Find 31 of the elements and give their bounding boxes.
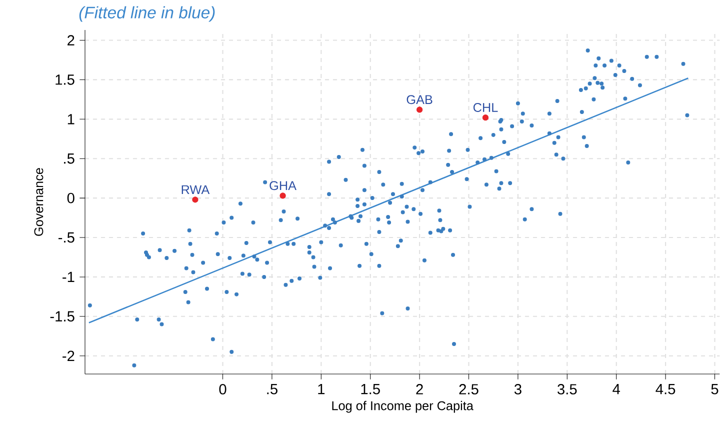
y-tick-label: 1.5: [56, 74, 74, 85]
x-tick-label: 0: [219, 384, 226, 394]
x-tick-label: 2.5: [459, 384, 478, 394]
y-tick-label: 2: [68, 35, 74, 46]
annotation: GHA: [270, 181, 296, 190]
x-tick-label: 4.5: [656, 384, 676, 394]
annotation: RWA: [182, 185, 210, 194]
x-tick-label: 3.5: [558, 384, 577, 394]
chart-title: (Fitted line in blue): [79, 6, 215, 22]
y-tick-label: -.5: [58, 232, 74, 243]
x-tick-label: 1.5: [361, 384, 380, 394]
annotation: CHL: [473, 103, 498, 112]
y-tick-label: .5: [64, 154, 74, 164]
y-tick-label: -2: [62, 350, 74, 361]
x-tick-label: 1: [318, 384, 325, 394]
x-tick-label: 5: [711, 384, 718, 394]
x-tick-label: 3: [514, 384, 522, 394]
y-axis-title: Governance: [34, 168, 44, 236]
x-tick-label: 4: [612, 384, 620, 394]
y-tick-label: 0: [67, 192, 74, 204]
x-tick-label: .5: [267, 384, 278, 394]
y-tick-label: -1: [62, 272, 74, 282]
point: [416, 106, 423, 113]
x-tick-label: 2: [416, 384, 423, 394]
point: [482, 114, 489, 121]
point: [192, 196, 198, 203]
annotation: GAB: [406, 95, 432, 104]
y-tick-label: 1: [68, 114, 74, 124]
x-axis-title: Log of Income per Capita: [332, 400, 474, 413]
point: [280, 192, 286, 199]
y-tick-label: -1.5: [50, 311, 74, 322]
